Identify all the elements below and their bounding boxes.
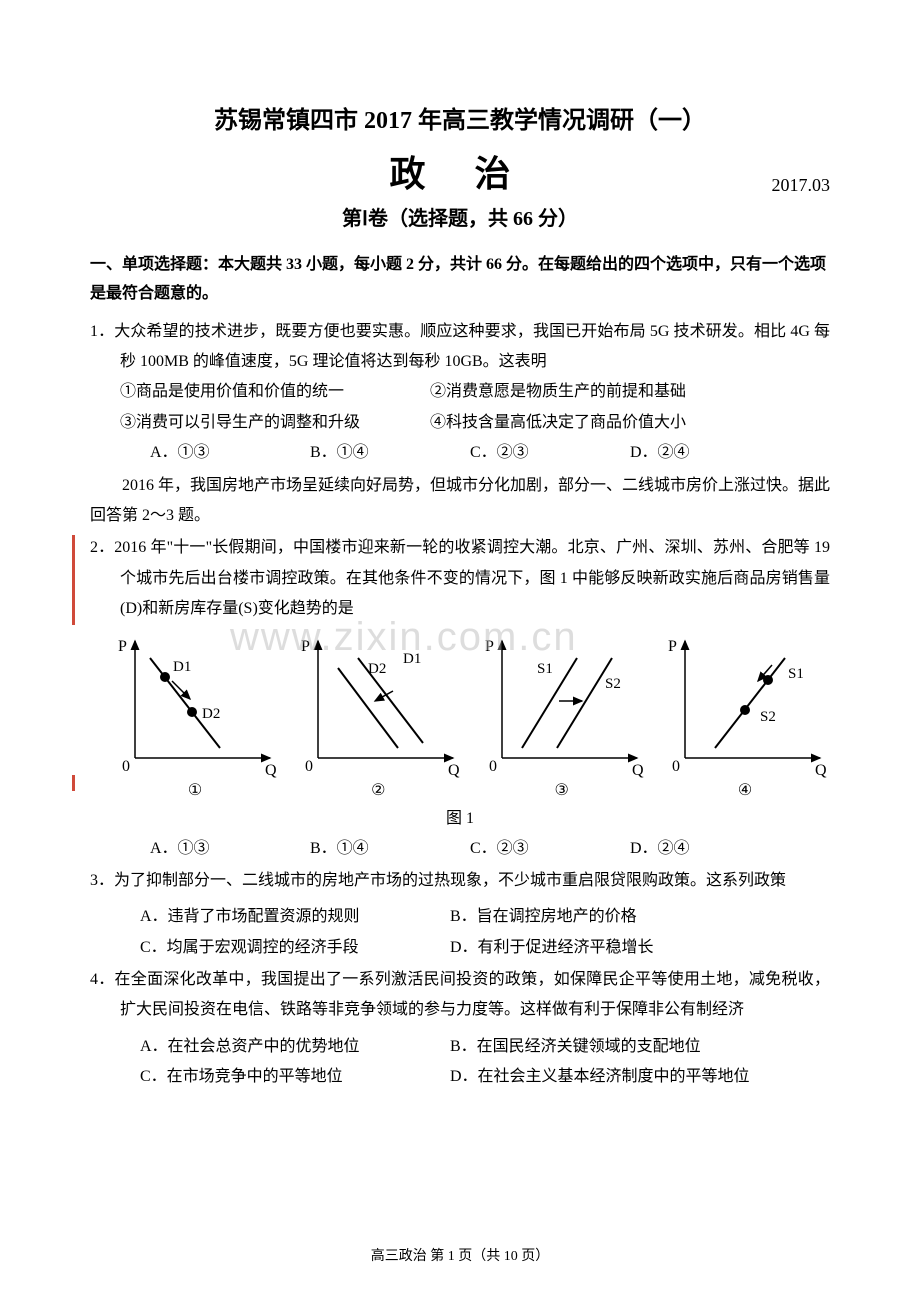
question-2-options: A．①③ B．①④ C．②③ D．②④ (90, 834, 830, 864)
svg-text:0: 0 (672, 758, 680, 775)
q1-option-b: B．①④ (310, 438, 470, 468)
q4-option-d: D．在社会主义基本经济制度中的平等地位 (450, 1062, 760, 1092)
chart-labels: ① ② ③ ④ (110, 780, 830, 800)
q1-sub3: ③消费可以引导生产的调整和升级 (120, 408, 430, 438)
section-header: 第Ⅰ卷（选择题，共 66 分） (90, 202, 830, 231)
q1-option-d: D．②④ (630, 438, 790, 468)
chart-1: P 0 Q D1 D2 (110, 633, 280, 778)
svg-text:P: P (485, 638, 494, 655)
axis-q: Q (265, 762, 277, 778)
question-4: 4．在全面深化改革中，我国提出了一系列激活民间投资的政策，如保障民企平等使用土地… (90, 965, 830, 1093)
axis-p: P (118, 638, 127, 655)
q2-option-a: A．①③ (150, 834, 310, 864)
svg-text:P: P (301, 638, 310, 655)
question-1: 1．大众希望的技术进步，既要方便也要实惠。顺应这种要求，我国已开始布局 5G 技… (90, 317, 830, 469)
c2-d1: D1 (403, 651, 421, 667)
c1-d1: D1 (173, 659, 191, 675)
figure-caption: 图 1 (90, 804, 830, 828)
svg-text:0: 0 (305, 758, 313, 775)
c1-d2: D2 (202, 706, 220, 722)
q3-option-b: B．旨在调控房地产的价格 (450, 902, 760, 932)
margin-marker (72, 535, 75, 625)
svg-text:Q: Q (815, 762, 827, 778)
question-3: 3．为了抑制部分一、二线城市的房地产市场的过热现象，不少城市重启限贷限购政策。这… (90, 866, 830, 963)
q1-option-c: C．②③ (470, 438, 630, 468)
q1-sub4: ④科技含量高低决定了商品价值大小 (430, 408, 686, 438)
chart-3: P 0 Q S1 S2 (477, 633, 647, 778)
c4-s2: S2 (760, 709, 776, 725)
chart-label-4: ④ (660, 780, 830, 800)
svg-text:0: 0 (489, 758, 497, 775)
instructions: 一、单项选择题：本大题共 33 小题，每小题 2 分，共计 66 分。在每题给出… (90, 251, 830, 309)
q2-option-d: D．②④ (630, 834, 790, 864)
q3-option-a: A．违背了市场配置资源的规则 (140, 902, 450, 932)
chart-4: P 0 Q S1 S2 (660, 633, 830, 778)
q4-option-a: A．在社会总资产中的优势地位 (140, 1032, 450, 1062)
svg-text:Q: Q (448, 762, 460, 778)
q1-option-a: A．①③ (150, 438, 310, 468)
q1-stem: 1．大众希望的技术进步，既要方便也要实惠。顺应这种要求，我国已开始布局 5G 技… (90, 317, 830, 378)
axis-zero: 0 (122, 758, 130, 775)
q2-option-c: C．②③ (470, 834, 630, 864)
q3-option-c: C．均属于宏观调控的经济手段 (140, 933, 450, 963)
svg-text:P: P (668, 638, 677, 655)
main-title: 苏锡常镇四市 2017 年高三教学情况调研（一） (90, 100, 830, 135)
charts-row: P 0 Q D1 D2 P 0 Q D1 D2 (110, 633, 830, 778)
q3-stem: 3．为了抑制部分一、二线城市的房地产市场的过热现象，不少城市重启限贷限购政策。这… (90, 866, 830, 896)
q3-option-d: D．有利于促进经济平稳增长 (450, 933, 760, 963)
q4-option-b: B．在国民经济关键领域的支配地位 (450, 1032, 760, 1062)
svg-text:Q: Q (632, 762, 644, 778)
q1-sub1: ①商品是使用价值和价值的统一 (120, 377, 430, 407)
c3-s2: S2 (605, 676, 621, 692)
q2-option-b: B．①④ (310, 834, 470, 864)
subject-title: 政 治 (90, 145, 830, 197)
question-2: 2．2016 年"十一"长假期间，中国楼市迎来新一轮的收紧调控大潮。北京、广州、… (90, 533, 830, 624)
q4-option-c: C．在市场竞争中的平等地位 (140, 1062, 450, 1092)
date: 2017.03 (772, 175, 831, 196)
page-footer: 高三政治 第 1 页（共 10 页） (0, 1245, 920, 1265)
chart-2: P 0 Q D1 D2 (293, 633, 463, 778)
c4-s1: S1 (788, 666, 804, 682)
chart-label-1: ① (110, 780, 280, 800)
chart-label-3: ③ (477, 780, 647, 800)
q2-stem: 2．2016 年"十一"长假期间，中国楼市迎来新一轮的收紧调控大潮。北京、广州、… (90, 533, 830, 624)
c3-s1: S1 (537, 661, 553, 677)
c2-d2: D2 (368, 661, 386, 677)
margin-marker (72, 775, 75, 791)
q1-sub2: ②消费意愿是物质生产的前提和基础 (430, 377, 686, 407)
chart-label-2: ② (293, 780, 463, 800)
context-2-3: 2016 年，我国房地产市场呈延续向好局势，但城市分化加剧，部分一、二线城市房价… (90, 471, 830, 532)
q4-stem: 4．在全面深化改革中，我国提出了一系列激活民间投资的政策，如保障民企平等使用土地… (90, 965, 830, 1026)
